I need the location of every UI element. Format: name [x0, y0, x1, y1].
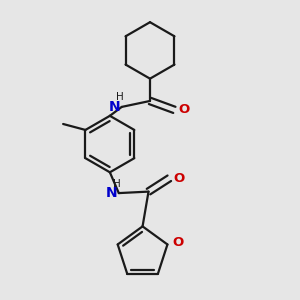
Text: O: O [178, 103, 189, 116]
Text: H: H [113, 178, 121, 189]
Text: O: O [173, 172, 184, 185]
Text: H: H [116, 92, 124, 102]
Text: N: N [106, 186, 117, 200]
Text: N: N [109, 100, 120, 114]
Text: O: O [173, 236, 184, 249]
